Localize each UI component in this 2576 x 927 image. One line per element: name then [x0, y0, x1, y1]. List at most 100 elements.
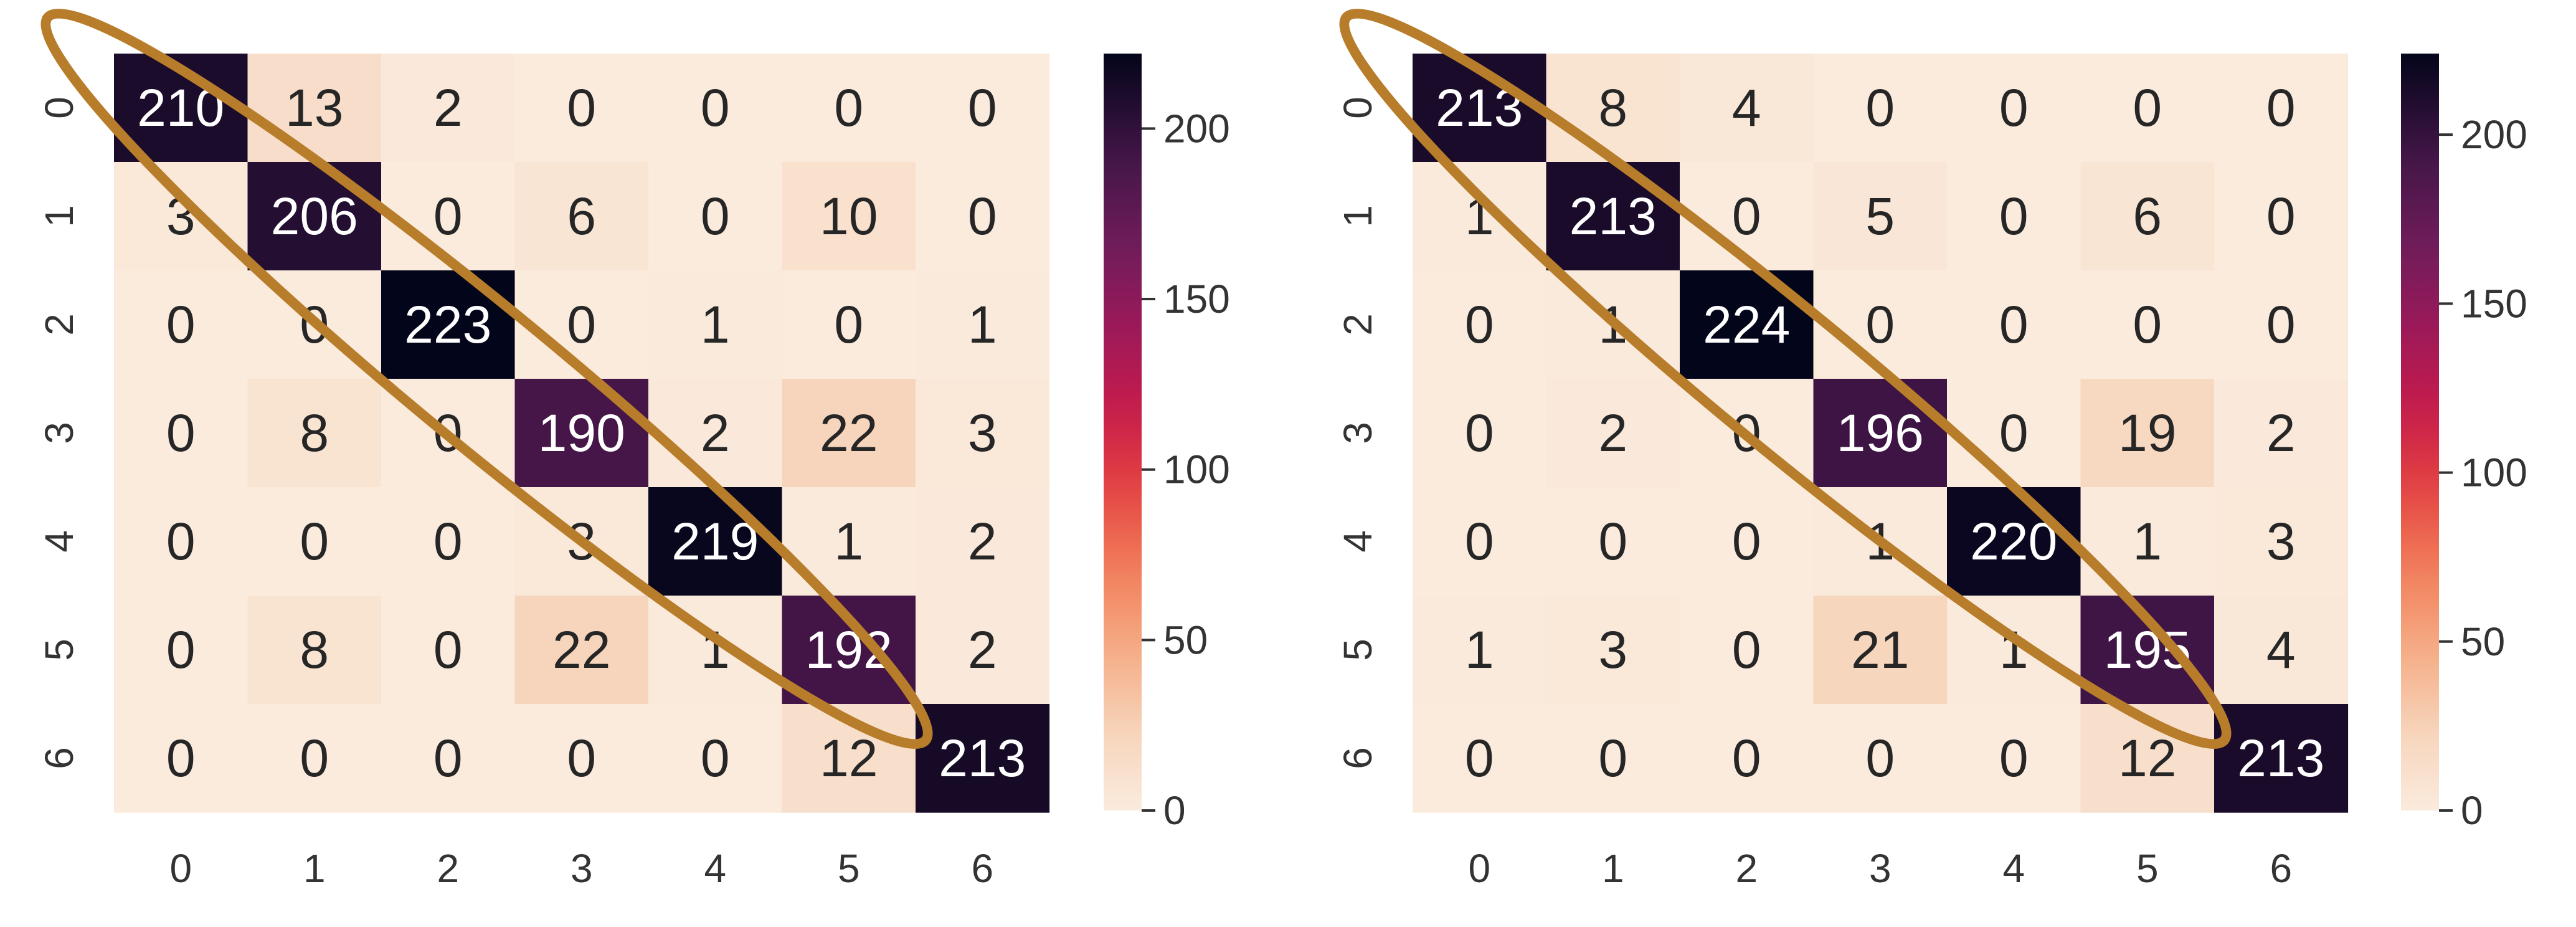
cell-value-label: 12 — [820, 729, 878, 787]
x-tick-label: 6 — [2270, 846, 2292, 891]
cell-value-label: 223 — [404, 295, 491, 354]
cell-value-label: 8 — [300, 404, 329, 462]
cell-value-label: 2 — [701, 404, 730, 462]
heatmap-cell — [514, 162, 649, 271]
cell-value-label: 2 — [1598, 404, 1627, 462]
cell-value-label: 0 — [1732, 187, 1761, 245]
heatmap-cell — [1413, 596, 1547, 705]
heatmap-cell — [2214, 270, 2349, 379]
heatmap-cell — [1947, 379, 2081, 488]
heatmap-cell — [916, 704, 1050, 813]
heatmap-cell — [1813, 270, 1948, 379]
cell-value-label: 5 — [1865, 187, 1895, 245]
colorbar-tick-label: 0 — [2461, 788, 2483, 833]
cell-value-label: 19 — [2118, 404, 2176, 462]
cell-value-label: 12 — [2118, 729, 2176, 787]
y-tick-label: 4 — [1335, 530, 1380, 553]
y-tick-label: 6 — [37, 747, 82, 769]
y-tick-label: 0 — [1335, 97, 1380, 119]
cell-value-label: 4 — [1732, 78, 1761, 137]
heatmap-cell — [114, 704, 249, 813]
heatmap-cell — [916, 162, 1050, 271]
cell-value-label: 0 — [1732, 729, 1761, 787]
heatmap-cell — [1546, 54, 1680, 163]
cell-value-label: 213 — [1570, 187, 1657, 245]
heatmap-cell — [247, 487, 382, 596]
x-tick-label: 6 — [971, 846, 993, 891]
cell-value-label: 219 — [671, 512, 759, 571]
cell-value-label: 4 — [2266, 620, 2296, 679]
cell-value-label: 0 — [2266, 295, 2296, 354]
cell-value-label: 22 — [820, 404, 878, 462]
heatmap-cell — [1947, 162, 2081, 271]
cell-value-label: 0 — [433, 620, 463, 679]
cell-value-label: 10 — [820, 187, 878, 245]
cell-value-label: 3 — [1598, 620, 1627, 679]
heatmap-cell — [1680, 704, 1814, 813]
heatmap-cell — [648, 704, 783, 813]
heatmap-cell — [1947, 270, 2081, 379]
heatmap-cell — [916, 379, 1050, 488]
x-tick-label: 2 — [437, 846, 459, 891]
cell-value-label: 0 — [166, 512, 196, 571]
heatmap-cell — [782, 54, 916, 163]
x-tick-label: 3 — [571, 846, 593, 891]
cell-value-label: 0 — [166, 729, 196, 787]
heatmap-cell — [114, 379, 249, 488]
cell-value-label: 0 — [1999, 187, 2029, 245]
y-tick-label: 1 — [1335, 205, 1380, 227]
heatmap-cell — [916, 270, 1050, 379]
cell-value-label: 0 — [1999, 78, 2029, 137]
cell-value-label: 213 — [2237, 729, 2324, 787]
y-tick-label: 3 — [1335, 422, 1380, 444]
cell-value-label: 2 — [2266, 404, 2296, 462]
heatmap-cell — [648, 487, 783, 596]
cell-value-label: 220 — [1970, 512, 2057, 571]
cell-value-label: 0 — [1598, 729, 1627, 787]
cell-value-label: 1 — [834, 512, 863, 571]
x-tick-label: 4 — [704, 846, 726, 891]
cell-value-label: 0 — [968, 78, 997, 137]
heatmap-cell — [2080, 54, 2215, 163]
cell-value-label: 0 — [1999, 404, 2029, 462]
colorbar-tick-label: 100 — [2461, 450, 2527, 495]
cell-value-label: 0 — [2133, 78, 2162, 137]
colorbar-tick-label: 0 — [1163, 788, 1186, 833]
heatmap-cell — [648, 54, 783, 163]
heatmap-cell — [916, 54, 1050, 163]
heatmap-cell — [1947, 54, 2081, 163]
cell-value-label: 224 — [1703, 295, 1790, 354]
cell-value-label: 0 — [567, 729, 596, 787]
heatmap-cell — [1680, 54, 1814, 163]
cell-value-label: 3 — [2266, 512, 2296, 571]
heatmap-cell — [114, 270, 249, 379]
heatmap-cell — [648, 596, 783, 705]
heatmap-cell — [916, 487, 1050, 596]
heatmap-cell — [2080, 379, 2215, 488]
cell-value-label: 6 — [567, 187, 596, 245]
heatmap-cell — [1413, 379, 1547, 488]
heatmap-cell — [114, 487, 249, 596]
heatmap-cell — [514, 379, 649, 488]
y-tick-label: 6 — [1335, 747, 1380, 769]
colorbar — [1104, 54, 1142, 811]
heatmap-cell — [1813, 54, 1948, 163]
cell-value-label: 21 — [1851, 620, 1909, 679]
y-tick-label: 5 — [1335, 639, 1380, 661]
cell-value-label: 0 — [1999, 729, 2029, 787]
cell-value-label: 190 — [538, 404, 625, 462]
cell-value-label: 0 — [2266, 187, 2296, 245]
y-tick-label: 2 — [37, 313, 82, 336]
heatmap-cell — [381, 704, 516, 813]
heatmap-cell — [1680, 596, 1814, 705]
cell-value-label: 0 — [834, 78, 863, 137]
colorbar-tick-label: 150 — [1163, 277, 1230, 321]
cell-value-label: 0 — [433, 729, 463, 787]
cell-value-label: 0 — [2266, 78, 2296, 137]
cell-value-label: 0 — [433, 512, 463, 571]
cell-value-label: 0 — [1465, 512, 1494, 571]
cell-value-label: 0 — [1465, 404, 1494, 462]
cell-value-label: 1 — [968, 295, 997, 354]
x-tick-label: 0 — [1468, 846, 1490, 891]
